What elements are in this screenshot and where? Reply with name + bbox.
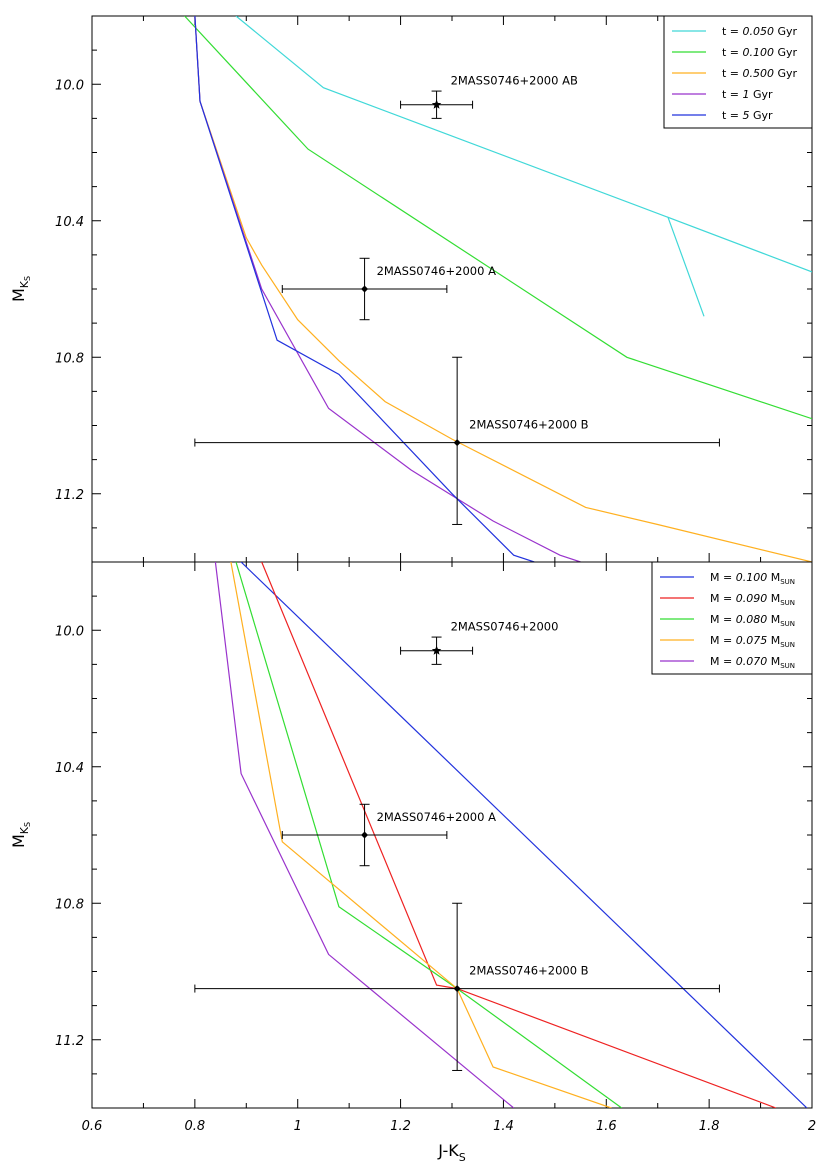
data-point-diamond xyxy=(453,439,461,447)
x-tick-label: 1.8 xyxy=(699,1119,720,1134)
data-point-label: 2MASS0746+2000 A xyxy=(377,264,497,278)
x-tick-label: 1.6 xyxy=(596,1119,617,1134)
legend-box xyxy=(651,561,813,675)
series-line-4 xyxy=(214,562,515,1108)
series-line-1 xyxy=(261,562,777,1108)
y-tick-label: 10.4 xyxy=(55,761,84,776)
y-tick-label: 10.0 xyxy=(55,624,84,639)
legend-label: t = 0.500 Gyr xyxy=(722,67,798,80)
data-point-label: 2MASS0746+2000 B xyxy=(469,964,589,978)
x-tick-label: 0.8 xyxy=(185,1119,206,1134)
legend-label: t = 0.100 Gyr xyxy=(722,46,798,59)
legend-top: t = 0.050 Gyr t = 0.100 Gyr t = 0.500 Gyr t… xyxy=(663,15,813,129)
y-axis-label: MKS xyxy=(9,822,32,848)
data-point-label: 2MASS0746+2000 A xyxy=(377,810,497,824)
panel-bottom: 10.010.410.811.20.6 0.8 1 1.2 1.4 1.6 1.8 2J-KS… xyxy=(9,561,816,1164)
legend-label: M = 0.080 MSUN xyxy=(710,613,795,628)
panel-top: 10.0 10.4 10.8 11.2 MKS 2MASS0746+2000 AB 2MAS… xyxy=(9,15,813,563)
legend-label: t = 0.050 Gyr xyxy=(722,25,798,38)
data-point-diamond xyxy=(361,831,369,839)
x-axis-label: J-KS xyxy=(437,1141,465,1164)
data-point-diamond xyxy=(361,285,369,293)
x-tick-label: 1 xyxy=(294,1119,302,1134)
legend-label: t = 5 Gyr xyxy=(722,109,773,122)
series-line-0 xyxy=(235,16,812,317)
y-tick-label: 10.0 xyxy=(55,78,84,93)
data-point-diamond xyxy=(453,985,461,993)
data-point-star xyxy=(431,99,442,109)
legend-label: M = 0.075 MSUN xyxy=(710,634,795,649)
legend-label: M = 0.100 MSUN xyxy=(710,571,795,586)
y-tick-label: 10.4 xyxy=(55,215,84,230)
x-tick-label: 2 xyxy=(808,1119,816,1134)
data-point-label: 2MASS0746+2000 B xyxy=(469,418,589,432)
series-group xyxy=(184,16,812,562)
data-point-star xyxy=(431,645,442,655)
series-line-1 xyxy=(184,16,812,420)
legend-bottom: M = 0.100 MSUN M = 0.090 MSUN M = 0.080 MS… xyxy=(651,561,813,675)
legend-label: M = 0.070 MSUN xyxy=(710,655,795,670)
series-line-0 xyxy=(240,562,808,1108)
series-line-4 xyxy=(194,16,535,562)
y-axis-label: MKS xyxy=(9,276,32,302)
x-tick-label: 1.4 xyxy=(493,1119,514,1134)
series-line-2 xyxy=(194,16,812,562)
series-line-2 xyxy=(235,562,623,1108)
data-point-label: 2MASS0746+2000 xyxy=(451,620,559,634)
y-tick-label: 11.2 xyxy=(55,1034,84,1049)
legend-label: t = 1 Gyr xyxy=(722,88,773,101)
data-point-label: 2MASS0746+2000 AB xyxy=(451,74,578,88)
legend-label: M = 0.090 MSUN xyxy=(710,592,795,607)
x-tick-label: 1.2 xyxy=(390,1119,411,1134)
x-tick-label: 0.6 xyxy=(82,1119,103,1134)
y-tick-label: 11.2 xyxy=(55,488,84,503)
legend-box xyxy=(663,15,813,129)
y-tick-label: 10.8 xyxy=(55,351,84,366)
y-tick-label: 10.8 xyxy=(55,897,84,912)
